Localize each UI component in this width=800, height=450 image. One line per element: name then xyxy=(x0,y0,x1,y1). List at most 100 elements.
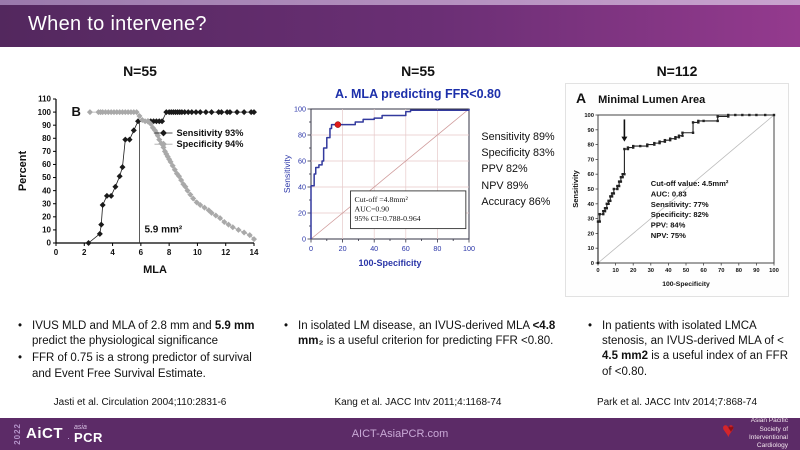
svg-text:Specificity: 82%: Specificity: 82% xyxy=(651,210,709,219)
logo-asia-label: asia xyxy=(74,423,87,431)
bullets-middle: • In isolated LM disease, an IVUS-derived… xyxy=(276,319,560,351)
svg-text:0: 0 xyxy=(302,235,306,244)
svg-text:0: 0 xyxy=(54,248,59,257)
svg-text:0: 0 xyxy=(309,244,313,253)
figure-right: N=112 A Minimal Lumen Area 0 10 20 30 40 50 60… xyxy=(562,53,792,317)
svg-text:Cut-off value: 4.5mm²: Cut-off value: 4.5mm² xyxy=(651,179,729,188)
middle-chart-svg: 00 20 20 40 40 60 60 80 80 100 100 Cut-off =4.8mm²A… xyxy=(282,105,475,269)
svg-text:20: 20 xyxy=(298,209,306,218)
column-park: N=112 A Minimal Lumen Area 0 10 20 30 40 50 60… xyxy=(562,53,792,418)
right-chart-panel-label: A xyxy=(576,90,587,106)
svg-text:60: 60 xyxy=(588,172,594,178)
svg-text:40: 40 xyxy=(665,268,671,274)
slide-title: When to intervene? xyxy=(28,13,207,35)
footer-website: AICT-AsiaPCR.com xyxy=(351,428,449,440)
svg-text:100: 100 xyxy=(38,108,52,117)
citation-right: Park et al. JACC Intv 2014;7:868-74 xyxy=(596,397,758,408)
svg-text:AUC=0.90: AUC=0.90 xyxy=(355,204,390,213)
svg-text:Sensitivity: 77%: Sensitivity: 77% xyxy=(651,200,709,209)
middle-chart: 0 0 20 20 40 40 60 60 80 80 100 100 Cut-off =4.8mm² A… xyxy=(281,103,477,276)
svg-text:100-Specificity: 100-Specificity xyxy=(359,258,422,268)
svg-text:30: 30 xyxy=(588,217,594,223)
svg-text:0: 0 xyxy=(591,261,594,267)
slide-header: When to intervene? xyxy=(0,0,800,47)
citation-middle: Kang et al. JACC Intv 2011;4:1168-74 xyxy=(334,397,502,408)
stat-line: Accuracy 86% xyxy=(481,195,551,208)
right-chart: 0 10 20 30 40 50 60 70 80 90 100 0 10 20 30 40 50 60 70 80 9… xyxy=(570,107,784,294)
svg-text:NPV: 75%: NPV: 75% xyxy=(651,231,686,240)
svg-text:Specificity 94%: Specificity 94% xyxy=(176,139,243,149)
bullets-left: • IVUS MLD and MLA of 2.8 mm and 5.9 mm p… xyxy=(6,319,274,384)
svg-text:30: 30 xyxy=(42,199,51,208)
svg-text:100: 100 xyxy=(463,244,475,253)
svg-text:80: 80 xyxy=(42,134,51,143)
svg-text:100: 100 xyxy=(769,268,779,274)
svg-text:10: 10 xyxy=(612,268,618,274)
slide-content: N=55 0 10 20 30 40 50 60 70 80 90 100 110 0 2 4 6 8 10 12 1… xyxy=(0,47,800,418)
left-chart-svg: 0 10 20 30 40 50 60 70 80 90 100 110 0 2 4 6 8 10 12 14 Perc… xyxy=(17,95,259,276)
logo-brand: AiCT xyxy=(26,425,63,443)
svg-text:50: 50 xyxy=(42,173,51,182)
svg-text:60: 60 xyxy=(402,244,410,253)
n-label-right: N=112 xyxy=(656,63,698,79)
svg-text:AUC: 0.83: AUC: 0.83 xyxy=(651,189,687,198)
column-kang: N=55 A. MLA predicting FFR<0.80 0 0 20 20 40… xyxy=(276,53,560,418)
bullet-item: • In isolated LM disease, an IVUS-derived… xyxy=(284,320,556,348)
svg-text:PPV: 84%: PPV: 84% xyxy=(651,221,686,230)
figure-middle: N=55 A. MLA predicting FFR<0.80 0 0 20 20 40… xyxy=(276,53,560,317)
svg-text:60: 60 xyxy=(700,268,706,274)
society-name: Asian Pacific Society of Interventional Car… xyxy=(748,417,788,450)
svg-text:90: 90 xyxy=(42,121,51,130)
logo-separator-dot: · xyxy=(67,432,70,443)
svg-text:0: 0 xyxy=(596,268,599,274)
svg-text:30: 30 xyxy=(648,268,654,274)
svg-text:10: 10 xyxy=(42,226,51,235)
svg-text:70: 70 xyxy=(588,157,594,163)
left-chart: 0 10 20 30 40 50 60 70 80 90 100 110 0 2 4 6 8 10 12 14 Perc… xyxy=(16,89,264,282)
column-jasti: N=55 0 10 20 30 40 50 60 70 80 90 100 110 0 2 4 6 8 10 12 1… xyxy=(6,53,274,418)
svg-text:2: 2 xyxy=(82,248,87,257)
middle-chart-title: A. MLA predicting FFR<0.80 xyxy=(335,87,501,101)
conference-logo: 2022 AiCT · asia PCR xyxy=(13,423,103,445)
header-accent-strip xyxy=(0,0,800,5)
bullet-item: • In patients with isolated LMCA stenosis… xyxy=(588,320,789,378)
svg-text:70: 70 xyxy=(42,147,51,156)
bullet-item: • IVUS MLD and MLA of 2.8 mm and 5.9 mm p… xyxy=(18,320,255,348)
svg-text:Percent: Percent xyxy=(17,150,29,191)
svg-text:Sensitivity: Sensitivity xyxy=(571,169,580,207)
svg-text:80: 80 xyxy=(298,131,306,140)
svg-text:80: 80 xyxy=(434,244,442,253)
society-logo: ♥ ♥ Asian Pacific Society of Interventiona… xyxy=(722,417,788,450)
svg-text:40: 40 xyxy=(588,202,594,208)
svg-text:Cut-off =4.8mm²: Cut-off =4.8mm² xyxy=(355,195,409,204)
svg-text:8: 8 xyxy=(167,248,172,257)
svg-text:Sensitivity: Sensitivity xyxy=(282,154,292,193)
middle-chart-stats: Sensitivity 89% Specificity 83% PPV 82% NPV… xyxy=(481,129,554,210)
right-chart-title-text: Minimal Lumen Area xyxy=(598,94,706,106)
svg-text:10: 10 xyxy=(193,248,202,257)
svg-text:20: 20 xyxy=(42,213,51,222)
slide-footer: AICT-AsiaPCR.com 2022 AiCT · asia PCR ♥ … xyxy=(0,417,800,450)
svg-text:Sensitivity 93%: Sensitivity 93% xyxy=(176,128,243,138)
svg-text:100-Specificity: 100-Specificity xyxy=(662,281,710,288)
svg-text:95% CI=0.788-0.964: 95% CI=0.788-0.964 xyxy=(355,214,421,223)
right-chart-svg: 0 10 20 30 40 50 60 70 80 90 100 0 10 20 30 40 50 60 70 80 9… xyxy=(571,113,779,288)
svg-text:20: 20 xyxy=(630,268,636,274)
svg-text:50: 50 xyxy=(683,268,689,274)
logo-pcr-label: PCR xyxy=(74,429,103,445)
svg-text:10: 10 xyxy=(588,246,594,252)
svg-text:100: 100 xyxy=(584,113,594,119)
middle-chart-row: 0 0 20 20 40 40 60 60 80 80 100 100 Cut-off =4.8mm² A… xyxy=(281,103,554,276)
svg-text:90: 90 xyxy=(588,128,594,134)
svg-text:80: 80 xyxy=(588,143,594,149)
svg-text:6: 6 xyxy=(139,248,144,257)
svg-text:12: 12 xyxy=(221,248,230,257)
heart-icon: ♥ ♥ xyxy=(721,419,735,442)
stat-line: Sensitivity 89% xyxy=(481,131,555,143)
figure-left: N=55 0 10 20 30 40 50 60 70 80 90 100 110 0 2 4 6 8 10 12 1… xyxy=(6,53,274,317)
svg-text:50: 50 xyxy=(588,187,594,193)
svg-text:MLA: MLA xyxy=(143,264,167,276)
svg-text:B: B xyxy=(72,104,81,119)
svg-text:5.9 mm²: 5.9 mm² xyxy=(144,225,182,236)
